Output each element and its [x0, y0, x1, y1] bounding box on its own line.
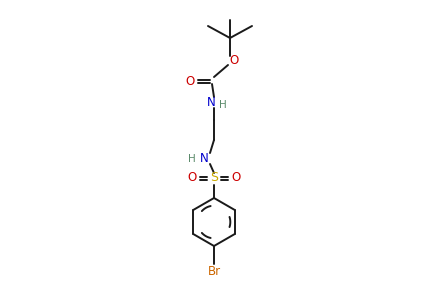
- Text: S: S: [209, 172, 218, 185]
- Text: O: O: [185, 75, 194, 88]
- Text: O: O: [231, 172, 240, 185]
- Text: N: N: [206, 96, 215, 108]
- Text: Br: Br: [207, 265, 220, 278]
- Text: O: O: [187, 172, 196, 185]
- Text: H: H: [218, 100, 226, 110]
- Text: O: O: [229, 53, 238, 67]
- Text: N: N: [199, 152, 208, 166]
- Text: H: H: [187, 154, 195, 164]
